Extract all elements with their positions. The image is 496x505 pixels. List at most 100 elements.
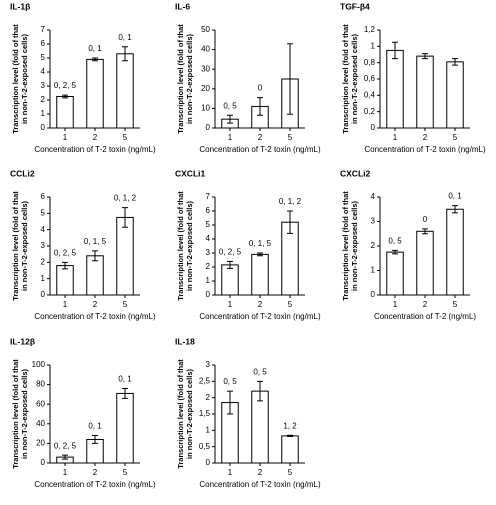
x-tick-label: 1	[228, 300, 233, 309]
panel-title: IL-12β	[10, 336, 35, 346]
y-tick-label: 0,4	[364, 90, 376, 99]
bar	[86, 255, 104, 296]
y-axis-label: in non-T-2-exposed cells)	[185, 33, 194, 124]
bar	[56, 96, 74, 129]
y-tick-label: 0	[41, 290, 46, 299]
y-tick-label: 3	[371, 217, 376, 226]
y-tick-label: 7	[206, 192, 211, 201]
y-axis-label: in non-T-2-exposed cells)	[20, 368, 29, 459]
bar	[86, 58, 104, 129]
y-tick-label: 0,6	[364, 74, 376, 83]
significance-label: 0, 5	[253, 367, 267, 376]
y-axis-label: in non-T-2-exposed cells)	[185, 200, 194, 291]
significance-label: 0, 1, 2	[279, 197, 302, 206]
panel-title: CCLi2	[10, 168, 35, 178]
x-tick-label: 2	[258, 133, 263, 142]
y-axis-label: in non-T-2-exposed cells)	[350, 33, 359, 124]
y-tick-label: 0	[41, 458, 46, 467]
y-axis-label: Transcription level (fold of that	[11, 191, 20, 301]
significance-label: 0, 1, 5	[84, 237, 107, 246]
y-tick-label: 0	[41, 123, 46, 132]
bar	[386, 49, 404, 129]
y-tick-label: 40	[201, 45, 210, 54]
significance-label: 0, 1	[88, 422, 102, 431]
significance-label: 0, 1	[88, 44, 102, 53]
x-tick-label: 5	[123, 133, 128, 142]
error-bar	[287, 210, 293, 234]
panel-title: IL-6	[175, 1, 190, 11]
y-tick-label: 2	[41, 257, 46, 266]
significance-label: 0, 2, 5	[54, 248, 77, 257]
x-tick-label: 1	[63, 133, 68, 142]
y-tick-label: 6	[206, 206, 211, 215]
y-axis-label: in non-T-2-exposed cells)	[350, 200, 359, 291]
y-axis-label: Transcription level (fold of that	[11, 24, 20, 134]
y-tick-label: 2,5	[199, 376, 211, 385]
y-tick-label: 7	[41, 25, 46, 34]
y-tick-label: 1,5	[199, 409, 211, 418]
y-axis-label: Transcription level (fold of that	[176, 359, 185, 469]
bar	[446, 61, 464, 129]
error-bar	[227, 260, 233, 269]
y-tick-label: 6	[41, 192, 46, 201]
error-bar	[92, 57, 98, 62]
y-tick-label: 1	[41, 274, 46, 283]
x-tick-label: 5	[288, 468, 293, 477]
bar	[56, 265, 74, 296]
bar	[416, 230, 434, 296]
error-bar	[257, 97, 263, 116]
y-tick-label: 4	[41, 225, 46, 234]
y-tick-label: 1	[206, 425, 211, 434]
y-tick-label: 1,2	[364, 25, 376, 34]
error-bar	[92, 250, 98, 262]
error-bar	[62, 261, 68, 270]
x-tick-label: 5	[123, 300, 128, 309]
error-bar	[122, 207, 128, 228]
error-bar	[422, 228, 428, 235]
y-tick-label: 0,5	[199, 442, 211, 451]
significance-label: 0, 5	[223, 377, 237, 386]
x-tick-label: 5	[453, 300, 458, 309]
y-axis-label: Transcription level (fold of that	[341, 191, 350, 301]
error-bar	[92, 435, 98, 444]
significance-label: 0	[423, 215, 428, 224]
y-tick-label: 0	[206, 458, 211, 467]
significance-label: 1, 2	[283, 421, 297, 430]
significance-label: 0, 2, 5	[54, 81, 77, 90]
significance-label: 0, 2, 5	[219, 248, 242, 257]
error-bar	[227, 390, 233, 415]
y-tick-label: 60	[36, 399, 45, 408]
y-tick-label: 5	[41, 208, 46, 217]
x-axis-label: Concentration of T-2 toxin (ng/mL)	[199, 145, 321, 154]
y-tick-label: 3	[206, 360, 211, 369]
significance-label: 0	[258, 84, 263, 93]
significance-label: 0, 1	[118, 33, 132, 42]
bar	[116, 53, 134, 129]
y-tick-label: 1	[206, 276, 211, 285]
bar	[416, 55, 434, 129]
bar	[251, 253, 269, 296]
y-tick-label: 2	[206, 393, 211, 402]
y-tick-label: 100	[32, 360, 46, 369]
x-tick-label: 2	[93, 468, 98, 477]
panel-title: CXCLi1	[175, 168, 206, 178]
y-axis-label: Transcription level (fold of that	[341, 24, 350, 134]
y-tick-label: 4	[206, 234, 211, 243]
x-tick-label: 2	[93, 133, 98, 142]
y-tick-label: 1	[371, 266, 376, 275]
y-tick-label: 2	[206, 262, 211, 271]
x-tick-label: 1	[228, 468, 233, 477]
significance-label: 0, 1	[448, 192, 462, 201]
x-axis-label: Concentration of T-2 toxin (ng/mL)	[199, 480, 321, 489]
x-axis-label: Concentration of T-2 toxin (ng/mL)	[34, 145, 156, 154]
bar	[386, 251, 404, 296]
x-tick-label: 1	[393, 300, 398, 309]
y-tick-label: 2	[41, 95, 46, 104]
y-tick-label: 1	[41, 109, 46, 118]
error-bar	[122, 388, 128, 399]
y-tick-label: 0	[206, 123, 211, 132]
significance-label: 0, 1, 5	[249, 239, 272, 248]
x-tick-label: 2	[258, 468, 263, 477]
